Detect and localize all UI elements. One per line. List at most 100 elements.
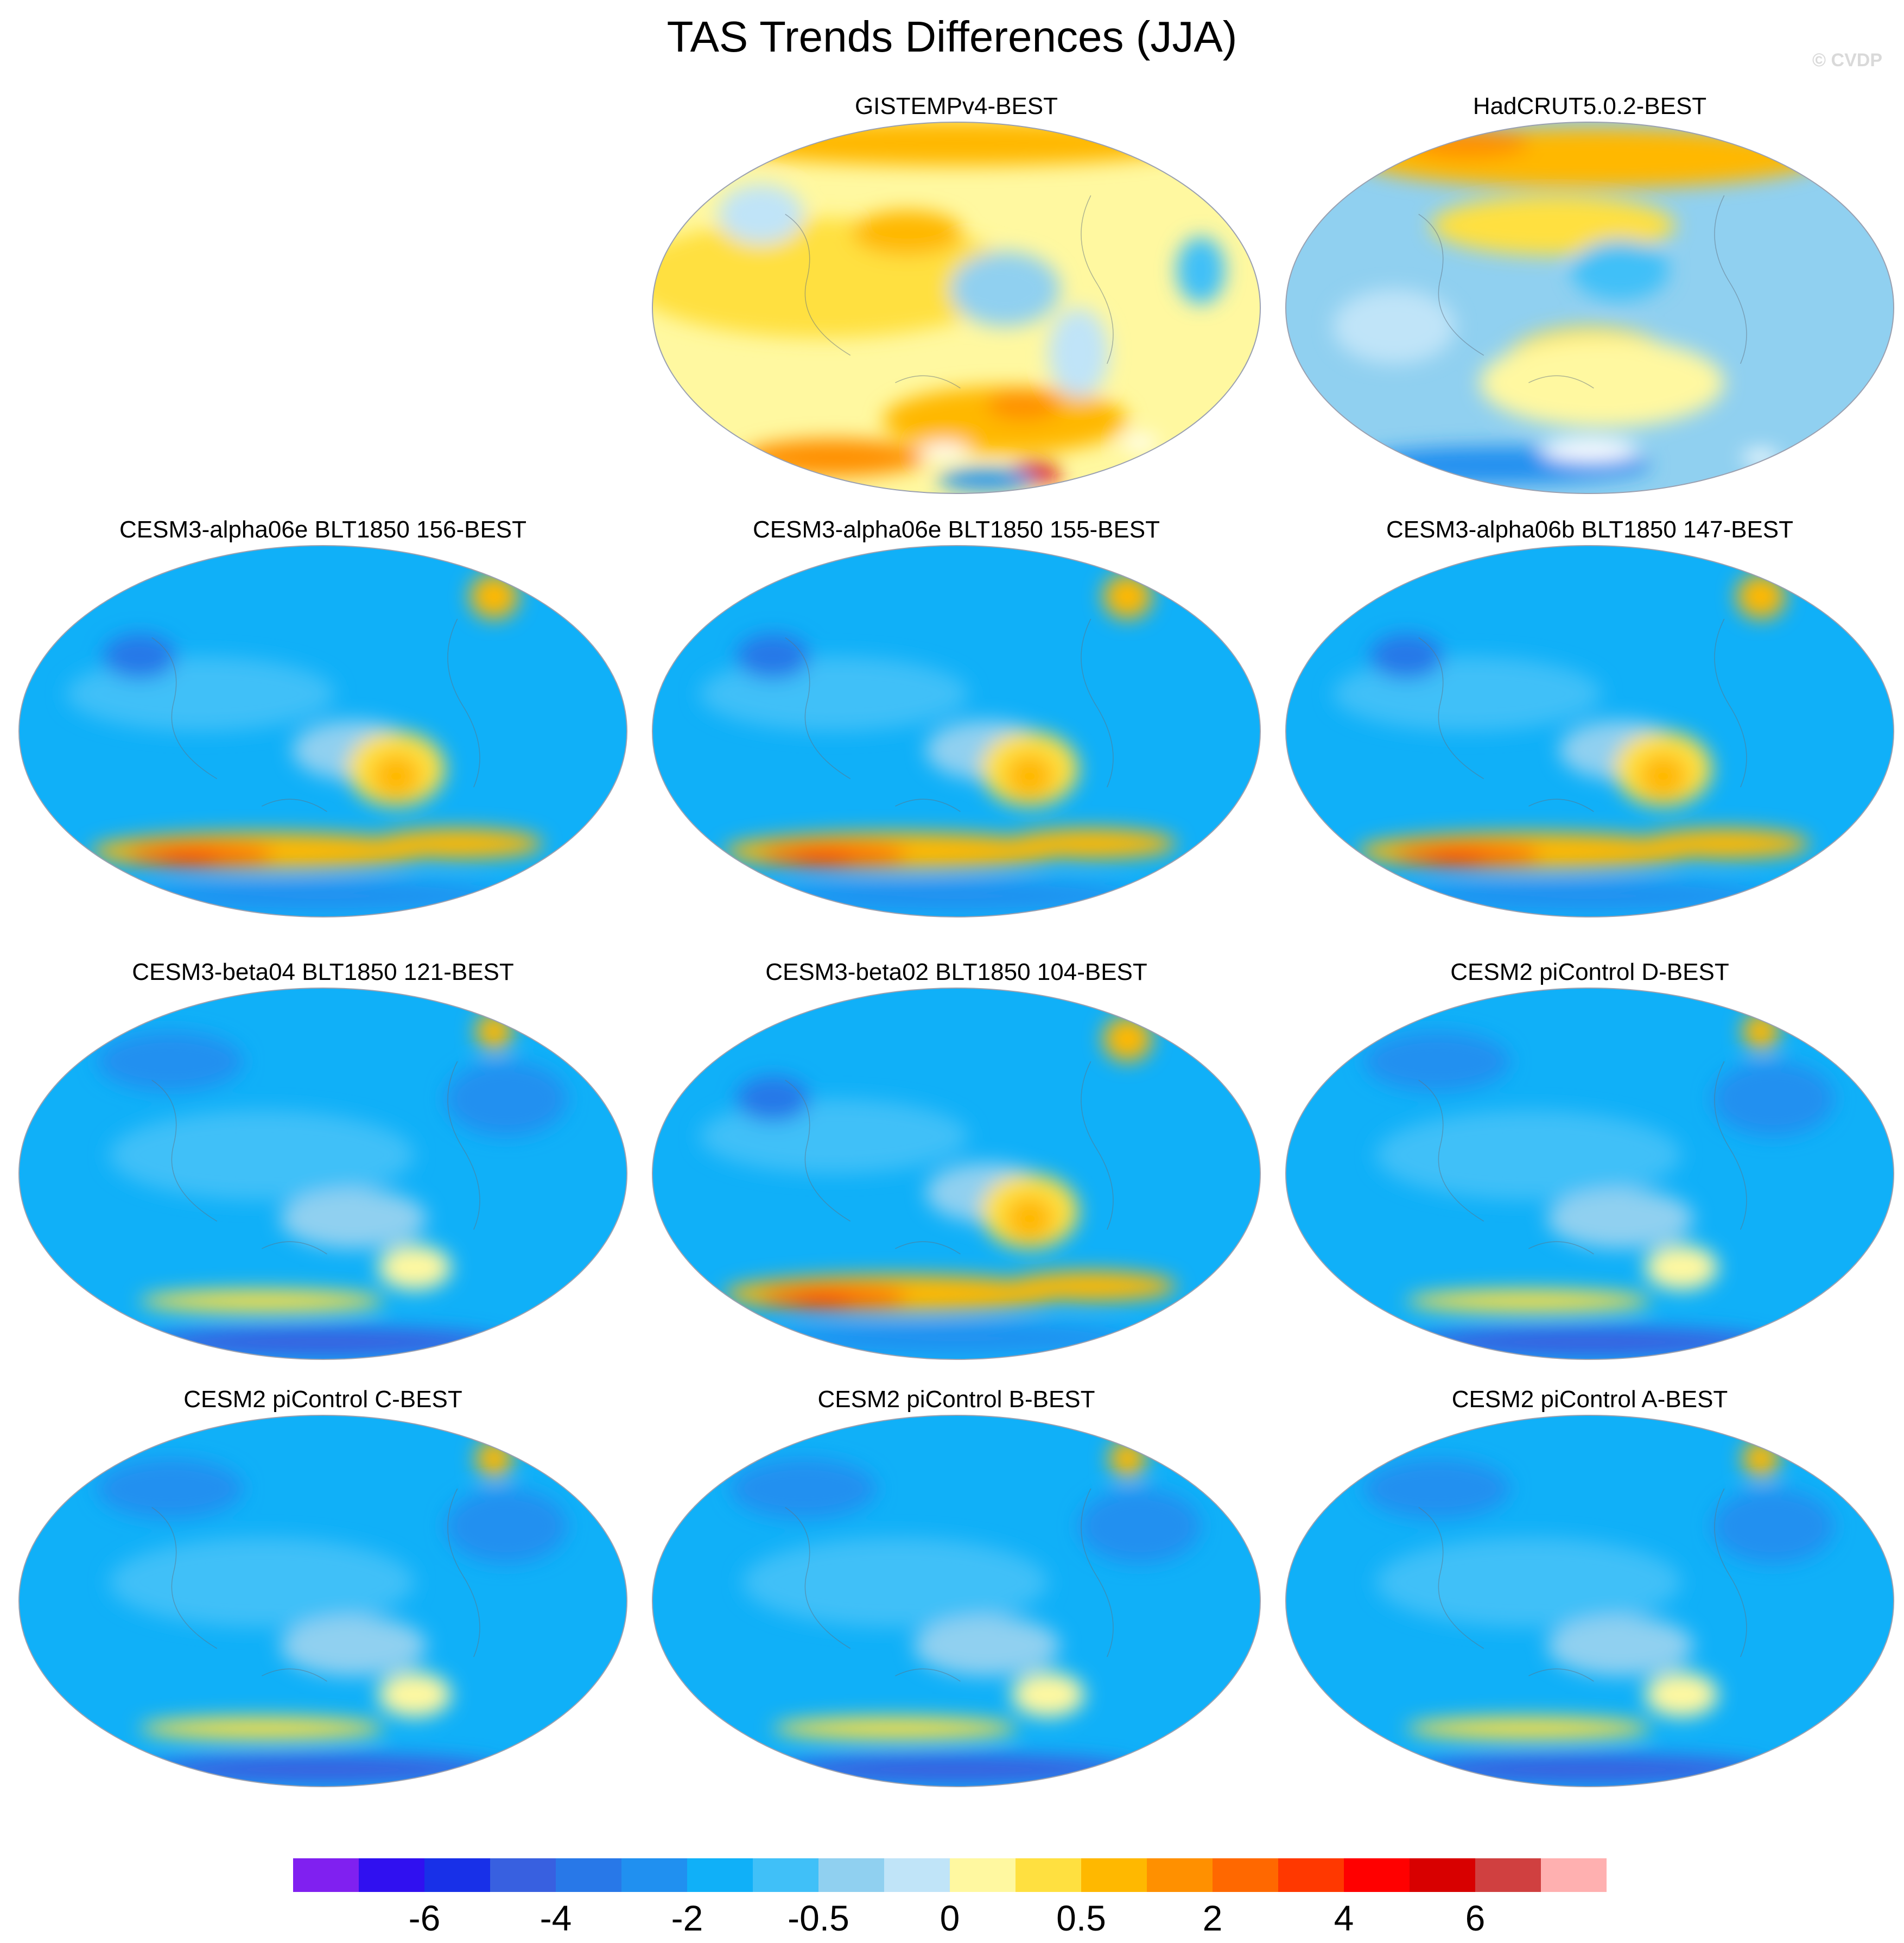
colorbar-swatch bbox=[1541, 1858, 1607, 1892]
robinson-map bbox=[1285, 1415, 1894, 1787]
anomaly-region bbox=[445, 1489, 568, 1564]
anomaly-region bbox=[1375, 1537, 1681, 1628]
colorbar-swatch bbox=[621, 1858, 687, 1892]
anomaly-region bbox=[372, 754, 421, 799]
colorbar-tick-label: 4 bbox=[1334, 1898, 1354, 1938]
coastline bbox=[785, 1061, 1114, 1255]
anomaly-region bbox=[139, 1717, 384, 1740]
anomaly-region bbox=[1406, 1754, 1773, 1785]
anomaly-region bbox=[1639, 754, 1688, 799]
anomaly-region bbox=[1742, 450, 1780, 465]
anomaly-region bbox=[1048, 308, 1109, 398]
anomaly-region bbox=[742, 1537, 1048, 1628]
panel-title: CESM2 piControl A-BEST bbox=[1451, 1386, 1728, 1413]
anomaly-region bbox=[109, 1537, 415, 1628]
colorbar-swatch bbox=[293, 1858, 359, 1892]
watermark: © CVDP bbox=[1812, 50, 1882, 71]
anomaly-region bbox=[1005, 754, 1055, 799]
anomaly-region bbox=[791, 1293, 853, 1309]
anomaly-region bbox=[1712, 1489, 1835, 1564]
anomaly-region bbox=[773, 881, 1140, 912]
anomaly-region bbox=[1406, 128, 1529, 158]
colorbar-swatch bbox=[818, 1858, 884, 1892]
anomaly-region bbox=[1547, 1616, 1694, 1676]
map-panel: CESM3-alpha06e BLT1850 155-BEST bbox=[644, 516, 1268, 928]
robinson-map bbox=[18, 988, 627, 1360]
colorbar-swatch bbox=[884, 1858, 950, 1892]
map-outline bbox=[18, 988, 627, 1360]
colorbar-swatch bbox=[556, 1858, 621, 1892]
anomaly-region bbox=[469, 574, 519, 619]
colorbar-swatch bbox=[687, 1858, 753, 1892]
anomaly-region bbox=[1011, 1672, 1085, 1717]
anomaly-region bbox=[280, 1616, 427, 1676]
anomaly-region bbox=[1742, 1012, 1780, 1050]
anomaly-region bbox=[157, 851, 219, 866]
map-outline bbox=[652, 1415, 1261, 1787]
map-outline bbox=[652, 988, 1261, 1360]
anomaly-region bbox=[1176, 236, 1226, 305]
anomaly-region bbox=[1363, 1458, 1510, 1519]
panel-title: CESM3-alpha06b BLT1850 147-BEST bbox=[1386, 516, 1794, 543]
robinson-map bbox=[1285, 988, 1894, 1360]
robinson-map bbox=[652, 988, 1261, 1360]
anomaly-region bbox=[109, 1110, 415, 1200]
anomaly-region bbox=[475, 1012, 513, 1050]
coastline bbox=[1418, 1061, 1747, 1255]
coastline bbox=[785, 618, 1114, 812]
colorbar-swatch bbox=[359, 1858, 424, 1892]
anomaly-region bbox=[773, 1754, 1140, 1785]
colorbar-swatch bbox=[1278, 1858, 1344, 1892]
map-panel: CESM3-beta04 BLT1850 121-BEST bbox=[11, 958, 635, 1371]
anomaly-region bbox=[445, 1061, 568, 1136]
colorbar-tick-label: -4 bbox=[540, 1898, 572, 1938]
anomaly-region bbox=[1431, 195, 1675, 256]
anomaly-region bbox=[139, 1327, 506, 1358]
anomaly-region bbox=[378, 1672, 452, 1717]
anomaly-region bbox=[97, 1031, 244, 1092]
robinson-map bbox=[1285, 545, 1894, 917]
robinson-map bbox=[18, 1415, 627, 1787]
coastline bbox=[1418, 618, 1747, 812]
anomaly-region bbox=[280, 1188, 427, 1249]
panel-title: CESM2 piControl C-BEST bbox=[183, 1386, 462, 1413]
anomaly-region bbox=[139, 881, 506, 912]
anomaly-region bbox=[1540, 439, 1639, 461]
colorbar-tick-label: 2 bbox=[1202, 1898, 1223, 1938]
coastline bbox=[1418, 195, 1747, 389]
map-panel: CESM3-alpha06b BLT1850 147-BEST bbox=[1278, 516, 1902, 928]
robinson-map bbox=[652, 545, 1261, 917]
panel-title: CESM3-alpha06e BLT1850 155-BEST bbox=[752, 516, 1160, 543]
anomaly-region bbox=[1645, 1672, 1718, 1717]
colorbar-swatch bbox=[424, 1858, 490, 1892]
colorbar-tick-label: 0.5 bbox=[1056, 1898, 1106, 1938]
anomaly-region bbox=[1005, 828, 1177, 859]
coastline bbox=[151, 1488, 480, 1682]
anomaly-region bbox=[700, 656, 969, 731]
anomaly-region bbox=[852, 210, 963, 256]
anomaly-region bbox=[1078, 1489, 1201, 1564]
map-panel: HadCRUT5.0.2-BEST bbox=[1278, 92, 1902, 505]
anomaly-region bbox=[736, 1076, 810, 1122]
anomaly-region bbox=[1375, 1110, 1681, 1200]
anomaly-region bbox=[736, 634, 810, 679]
anomaly-region bbox=[1103, 1016, 1152, 1061]
panel-title: CESM2 piControl B-BEST bbox=[817, 1386, 1095, 1413]
anomaly-region bbox=[1406, 1289, 1651, 1313]
anomaly-region bbox=[372, 828, 543, 859]
figure-title: TAS Trends Differences (JJA) bbox=[667, 12, 1237, 61]
anomaly-region bbox=[1639, 828, 1810, 859]
colorbar-tick-label: -2 bbox=[671, 1898, 703, 1938]
anomaly-region bbox=[1571, 240, 1670, 301]
anomaly-region bbox=[938, 469, 1036, 492]
anomaly-region bbox=[1005, 1271, 1177, 1301]
robinson-map bbox=[1285, 122, 1894, 494]
anomaly-region bbox=[1109, 1440, 1146, 1478]
panel-title: HadCRUT5.0.2-BEST bbox=[1473, 93, 1707, 119]
anomaly-region bbox=[700, 1099, 969, 1174]
map-panel: CESM2 piControl A-BEST bbox=[1278, 1385, 1902, 1798]
colorbar-swatch bbox=[490, 1858, 556, 1892]
robinson-map bbox=[18, 545, 627, 917]
anomaly-region bbox=[1712, 1061, 1835, 1136]
anomaly-region bbox=[712, 122, 1201, 166]
